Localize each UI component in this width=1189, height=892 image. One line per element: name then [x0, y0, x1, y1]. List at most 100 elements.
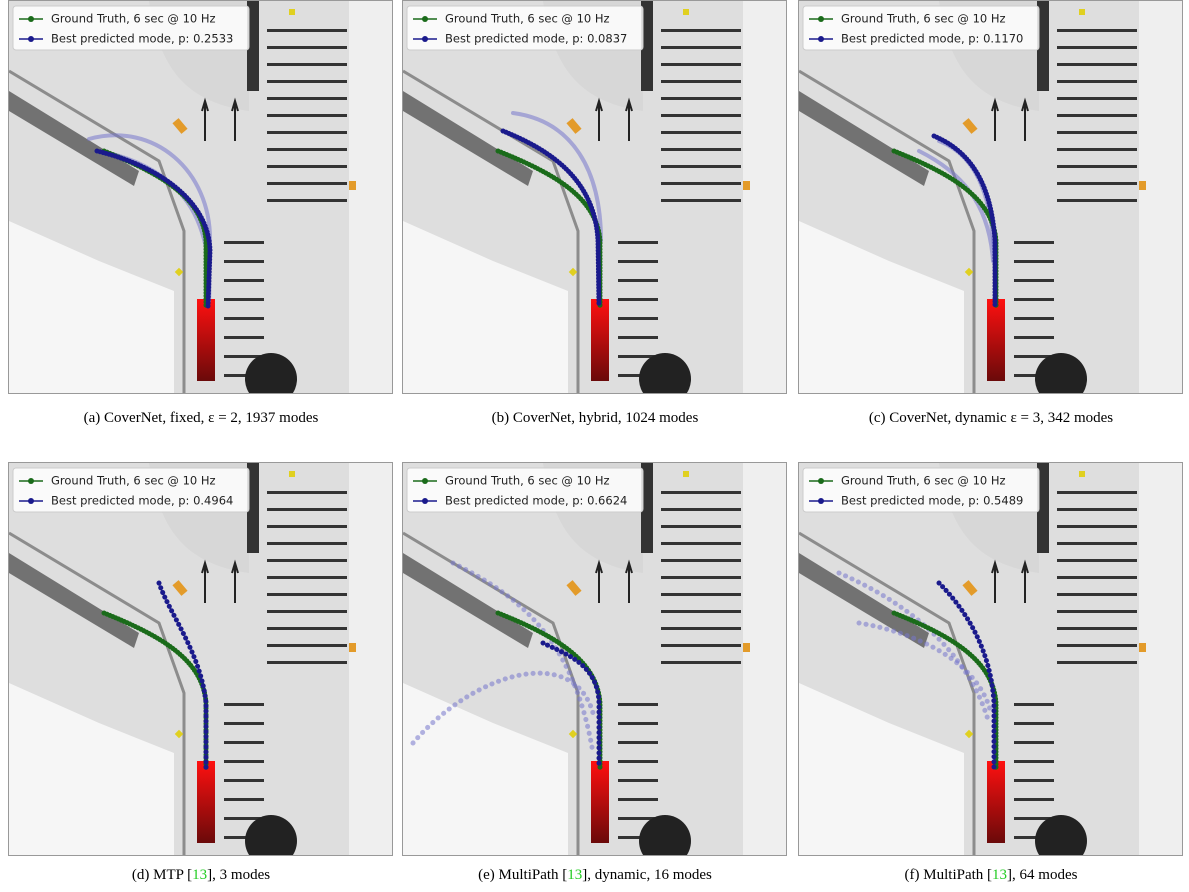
legend-label: Ground Truth, 6 sec @ 10 Hz	[445, 474, 610, 488]
stripe	[1057, 644, 1137, 647]
stripe	[1014, 317, 1054, 320]
citation: 13	[992, 867, 1007, 883]
stripe	[1057, 610, 1137, 613]
caption: (d) MTP [13], 3 modes	[6, 867, 396, 884]
stripe	[1014, 241, 1054, 244]
stripe	[1057, 46, 1137, 49]
legend-marker	[28, 16, 34, 22]
caption-text: (e) MultiPath [	[478, 867, 567, 883]
stripe	[1057, 63, 1137, 66]
stripe	[661, 114, 741, 117]
stripe	[1014, 260, 1054, 263]
stripe	[1057, 576, 1137, 579]
stripe	[224, 760, 264, 763]
caption-text: (b) CoverNet, hybrid, 1024 modes	[492, 410, 699, 426]
vehicle	[1079, 9, 1085, 15]
stripe	[1057, 97, 1137, 100]
stripe	[661, 97, 741, 100]
stripe	[661, 148, 741, 151]
legend-marker	[818, 498, 824, 504]
stripe	[1014, 722, 1054, 725]
stripe	[267, 576, 347, 579]
legend-label: Ground Truth, 6 sec @ 10 Hz	[841, 12, 1006, 26]
stripe	[661, 644, 741, 647]
stripe	[661, 525, 741, 528]
median	[1139, 463, 1183, 856]
stripe	[267, 182, 347, 185]
median	[349, 463, 393, 856]
caption-text: ], dynamic, 16 modes	[582, 867, 712, 883]
caption: (f) MultiPath [13], 64 modes	[796, 867, 1186, 884]
stripe	[661, 165, 741, 168]
stripe	[1057, 593, 1137, 596]
stripe	[267, 114, 347, 117]
caption-text: (f) MultiPath [	[905, 867, 993, 883]
legend-marker	[818, 16, 824, 22]
stripe	[224, 260, 264, 263]
caption: (b) CoverNet, hybrid, 1024 modes	[400, 410, 790, 427]
stripe	[661, 46, 741, 49]
stripe	[267, 63, 347, 66]
stripe	[661, 182, 741, 185]
stripe	[618, 798, 658, 801]
stripe	[661, 593, 741, 596]
stripe	[224, 336, 264, 339]
legend-label: Best predicted mode, p: 0.4964	[51, 494, 233, 508]
ego-vehicle	[987, 299, 1005, 381]
ego-vehicle	[197, 299, 215, 381]
stripe	[618, 741, 658, 744]
stripe	[267, 148, 347, 151]
stripe	[618, 779, 658, 782]
legend-label: Best predicted mode, p: 0.0837	[445, 32, 627, 46]
stripe	[1057, 199, 1137, 202]
map-panel: Ground Truth, 6 sec @ 10 HzBest predicte…	[402, 462, 787, 856]
legend-label: Best predicted mode, p: 0.2533	[51, 32, 233, 46]
stripe	[618, 760, 658, 763]
stripe	[1057, 525, 1137, 528]
vehicle	[349, 643, 356, 652]
page: Ground Truth, 6 sec @ 10 Hz Best predicte…	[0, 0, 1189, 892]
vehicle	[349, 181, 356, 190]
stripe	[224, 279, 264, 282]
stripe	[1057, 508, 1137, 511]
legend-marker	[28, 498, 34, 504]
legend-marker	[28, 36, 34, 42]
stripe	[267, 559, 347, 562]
stripe	[267, 491, 347, 494]
ego-vehicle	[591, 299, 609, 381]
stripe	[618, 260, 658, 263]
stripe	[267, 593, 347, 596]
caption: (e) MultiPath [13], dynamic, 16 modes	[400, 867, 790, 884]
stripe	[267, 97, 347, 100]
median	[349, 1, 393, 394]
vehicle	[743, 643, 750, 652]
map-panel: Ground Truth, 6 sec @ 10 HzBest predicte…	[8, 462, 393, 856]
stripe	[1014, 298, 1054, 301]
legend-marker	[422, 478, 428, 484]
stripe	[224, 798, 264, 801]
stripe	[224, 241, 264, 244]
stripe	[267, 131, 347, 134]
stripe	[267, 46, 347, 49]
stripe	[224, 317, 264, 320]
stripe	[1014, 741, 1054, 744]
stripe	[661, 610, 741, 613]
ego-vehicle	[987, 761, 1005, 843]
stripe	[1057, 661, 1137, 664]
stripe	[1014, 779, 1054, 782]
vehicle	[1139, 181, 1146, 190]
stripe	[661, 131, 741, 134]
stripe	[1014, 798, 1054, 801]
legend-marker	[818, 36, 824, 42]
vehicle	[289, 471, 295, 477]
vehicle	[743, 181, 750, 190]
stripe	[267, 165, 347, 168]
vehicle	[683, 9, 689, 15]
stripe	[267, 29, 347, 32]
stripe	[267, 542, 347, 545]
legend-label: Ground Truth, 6 sec @ 10 Hz	[841, 474, 1006, 488]
median	[1139, 1, 1183, 394]
stripe	[1057, 182, 1137, 185]
legend-marker	[422, 36, 428, 42]
